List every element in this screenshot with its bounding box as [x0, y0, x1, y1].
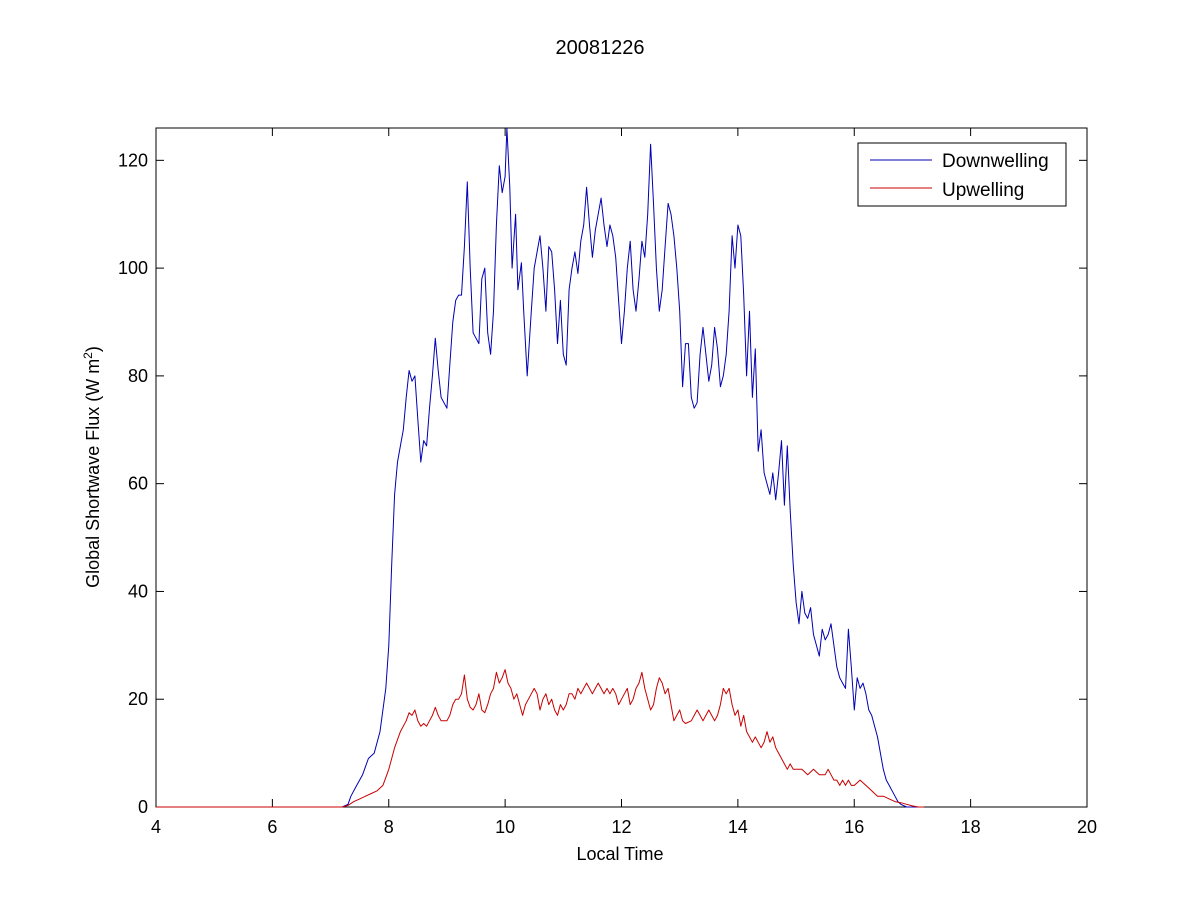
x-tick-label: 20 — [1077, 817, 1097, 837]
y-tick-label: 40 — [128, 581, 148, 601]
x-tick-label: 14 — [728, 817, 748, 837]
axis-tick-labels: 4 6 8 10 12 14 16 18 20 0 20 40 60 80 100 120 — [118, 150, 1097, 837]
x-tick-label: 4 — [151, 817, 161, 837]
y-tick-label: 20 — [128, 689, 148, 709]
y-tick-label: 80 — [128, 366, 148, 386]
y-axis-label: Global Shortwave Flux (W m2) — [81, 346, 103, 588]
x-tick-label: 6 — [267, 817, 277, 837]
x-tick-label: 10 — [495, 817, 515, 837]
series-line-downwelling — [156, 127, 925, 808]
x-tick-label: 12 — [611, 817, 631, 837]
y-tick-label: 60 — [128, 474, 148, 494]
x-tick-label: 8 — [384, 817, 394, 837]
y-tick-label: 120 — [118, 150, 148, 170]
series-layer — [156, 127, 925, 808]
plot-area — [155, 127, 1088, 808]
legend-box — [857, 142, 1067, 207]
y-axis-label-main: Global Shortwave Flux (W m — [83, 359, 103, 588]
y-tick-label: 100 — [118, 258, 148, 278]
axis-ticks — [155, 128, 1088, 808]
y-axis-label-close: ) — [83, 346, 103, 352]
x-tick-label: 18 — [961, 817, 981, 837]
x-tick-label: 16 — [844, 817, 864, 837]
x-axis-label: Local Time — [576, 844, 663, 864]
y-tick-label: 0 — [138, 797, 148, 817]
chart-title: 20081226 — [556, 37, 645, 59]
y-axis-label-superscript: 2 — [81, 352, 95, 359]
legend-label-upwelling: Upwelling — [942, 180, 1024, 201]
series-line-upwelling — [156, 669, 925, 808]
legend-label-downwelling: Downwelling — [942, 151, 1049, 172]
legend: Downwelling Upwelling — [857, 142, 1067, 207]
